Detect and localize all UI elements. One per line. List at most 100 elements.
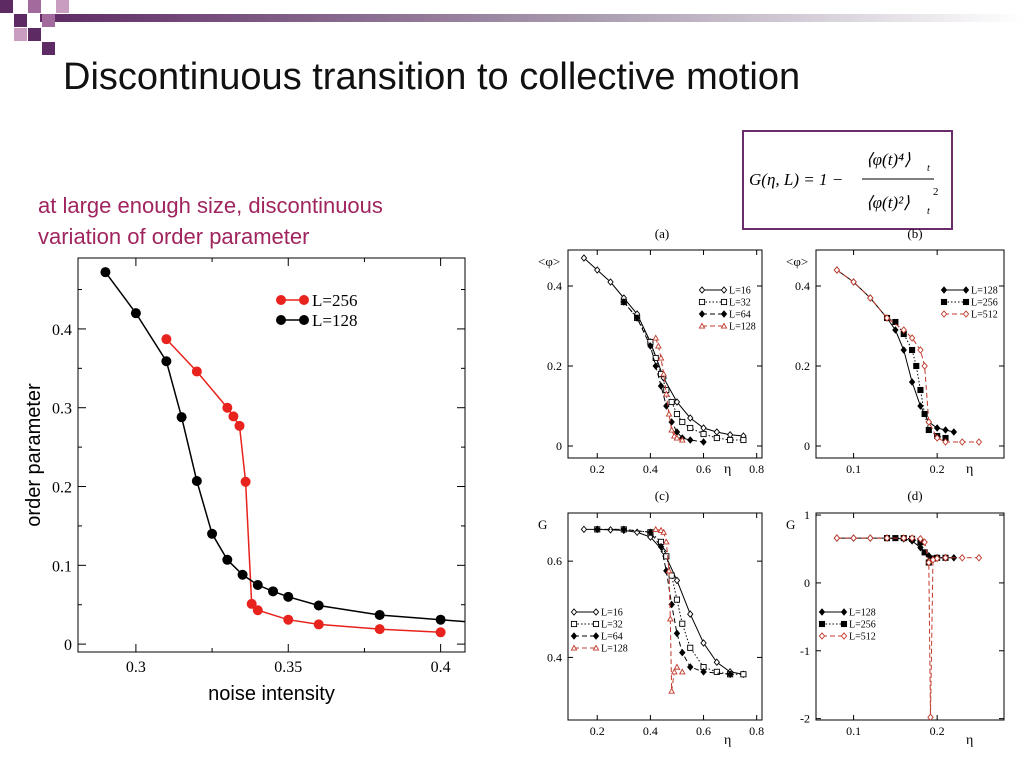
data-point (962, 286, 970, 294)
data-point (840, 608, 848, 616)
x-tick-label: 0.6 (696, 724, 711, 738)
y-tick-label: 0.2 (52, 480, 72, 497)
data-point (950, 428, 958, 436)
chart-panel-3: 0.2 0.4 0.6 0.8 0.4 0.6 Gη (c) L=16L=32L=64L=128 (538, 488, 764, 748)
data-point (833, 534, 841, 542)
legend-entry: L=32 (729, 298, 751, 309)
deco-square (28, 28, 41, 41)
data-point (892, 318, 899, 326)
y-tick-label: 0.4 (547, 650, 562, 664)
x-axis-label: η (966, 733, 973, 748)
data-point (222, 402, 233, 413)
data-point (313, 600, 324, 611)
series-L=128 (652, 525, 686, 694)
data-point (607, 526, 614, 534)
data-point (940, 286, 948, 294)
data-point (933, 554, 941, 563)
data-point (673, 434, 681, 441)
legend: L=16L=32L=64L=128 (698, 286, 756, 333)
data-point (921, 362, 928, 370)
legend-entry: L=128 (971, 286, 998, 297)
data-point (130, 308, 141, 319)
slide-subtitle: at large enough size, discontinuous vari… (38, 193, 383, 249)
x-tick-label: 0.1 (846, 724, 861, 738)
formula-denominator-exponent: 2 (933, 186, 939, 198)
data-point (665, 567, 673, 574)
data-point (698, 298, 706, 306)
formula-numerator: ⟨φ(t)⁴⟩ (866, 150, 911, 169)
x-tick-label: 0.4 (643, 462, 658, 476)
x-axis-label: noise intensity (208, 683, 335, 705)
legend-entry: L=128 (849, 608, 876, 619)
y-tick-label: 0.3 (52, 401, 72, 418)
page-title: Discontinuous transition to collective m… (63, 56, 801, 98)
data-point (234, 420, 245, 431)
data-point (657, 354, 665, 361)
panel-label: (b) (907, 226, 922, 241)
data-point (668, 426, 676, 433)
data-point (673, 629, 681, 638)
y-tick-label: 0 (804, 576, 810, 590)
data-point (580, 254, 588, 262)
data-point (927, 713, 934, 720)
y-axis-label: G (538, 517, 547, 532)
data-point (962, 298, 970, 306)
series-line (836, 269, 954, 433)
data-point (940, 310, 948, 318)
y-tick-label: 0.6 (547, 554, 562, 568)
data-point (607, 278, 614, 286)
legend-entry: L=128 (729, 322, 756, 333)
series-L=128 (100, 267, 465, 625)
data-point (240, 476, 251, 487)
data-point (883, 314, 891, 322)
series-L=512 (833, 534, 983, 720)
data-point (176, 412, 187, 423)
series-L=256 (161, 334, 446, 638)
data-point (713, 428, 721, 436)
data-point (662, 390, 670, 397)
data-point (679, 648, 686, 657)
data-point (909, 346, 916, 354)
data-point (921, 549, 928, 556)
x-tick-label: 0.3 (126, 659, 146, 676)
data-point (592, 632, 600, 640)
plot-frame (77, 257, 466, 653)
data-point (228, 411, 239, 422)
data-point (720, 286, 728, 294)
data-point (867, 534, 874, 542)
data-point (435, 614, 446, 625)
x-tick-label: 0.2 (930, 724, 945, 738)
data-point (698, 322, 706, 329)
deco-square (14, 14, 27, 27)
y-axis-label: G (786, 517, 795, 532)
y-tick-label: 0 (804, 439, 810, 453)
data-point (883, 534, 891, 542)
data-point (252, 580, 263, 591)
data-point (900, 534, 907, 542)
plot-frame (815, 249, 1005, 459)
series-line (655, 337, 683, 441)
series-L=64 (620, 298, 707, 446)
data-point (921, 538, 928, 546)
data-point (740, 436, 747, 444)
data-point (713, 668, 720, 675)
x-tick-label: 0.6 (696, 462, 711, 476)
x-tick-label: 0.1 (846, 462, 861, 476)
legend-marker (299, 295, 309, 305)
data-point (374, 624, 385, 635)
data-point (940, 298, 948, 306)
data-point (374, 609, 385, 620)
data-point (668, 398, 675, 406)
data-point (962, 310, 970, 318)
data-point (975, 553, 983, 562)
data-point (660, 528, 668, 535)
data-point (237, 569, 248, 580)
legend-entry: L=128 (601, 644, 628, 655)
data-point (942, 553, 949, 562)
data-point (666, 615, 674, 622)
data-point (942, 438, 949, 446)
data-point (647, 342, 654, 350)
